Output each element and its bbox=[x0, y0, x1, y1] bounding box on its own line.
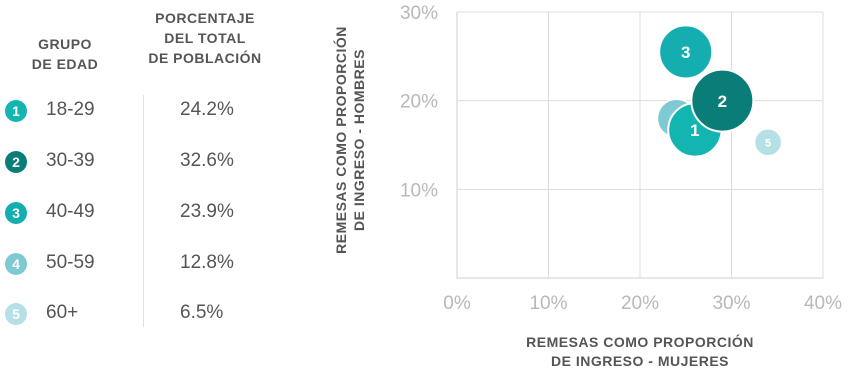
population-percent-header-line2: DEL TOTAL bbox=[164, 30, 246, 46]
group-number-badge: 1 bbox=[5, 100, 27, 122]
age-range: 18-29 bbox=[46, 99, 95, 120]
population-percent-header-line3: DE POBLACIÓN bbox=[148, 50, 262, 66]
bubble-group-5: 5 bbox=[753, 127, 783, 158]
chart-bubbles: 45312 bbox=[656, 24, 783, 158]
group-number-badge: 4 bbox=[5, 253, 27, 275]
population-percent: 24.2% bbox=[180, 99, 234, 120]
bubble-label-3: 3 bbox=[681, 43, 690, 62]
y-axis-label-line2: DE INGRESO - HOMBRES bbox=[351, 49, 367, 231]
bubble-2 bbox=[690, 68, 755, 133]
bubble-group-3: 3 bbox=[658, 24, 714, 80]
table-row: 5 60+ 6.5% bbox=[0, 299, 270, 329]
x-tick-label: 20% bbox=[621, 293, 659, 314]
y-tick-label: 10% bbox=[400, 180, 438, 201]
x-tick-label: 40% bbox=[804, 293, 842, 314]
y-axis-label-line1: REMESAS COMO PROPORCIÓN bbox=[332, 26, 349, 254]
y-tick-label: 30% bbox=[400, 3, 438, 24]
y-tick-label: 20% bbox=[400, 92, 438, 113]
age-group-header-line1: GRUPO bbox=[38, 36, 92, 52]
chart-grid bbox=[456, 11, 824, 279]
x-axis-label-line2: DE INGRESO - MUJERES bbox=[551, 353, 729, 369]
age-range: 60+ bbox=[46, 302, 79, 323]
table-row: 2 30-39 32.6% bbox=[0, 147, 270, 177]
age-group-header: GRUPO DE EDAD bbox=[20, 34, 110, 74]
table-row: 1 18-29 24.2% bbox=[0, 96, 270, 126]
table-divider bbox=[143, 95, 144, 327]
x-tick-label: 0% bbox=[443, 293, 471, 314]
bubble-3 bbox=[658, 24, 714, 80]
population-percent: 12.8% bbox=[180, 252, 234, 273]
table-row: 3 40-49 23.9% bbox=[0, 198, 270, 228]
x-axis-label-line1: REMESAS COMO PROPORCIÓN bbox=[526, 333, 754, 350]
x-tick-label: 30% bbox=[712, 293, 750, 314]
population-percent: 6.5% bbox=[180, 302, 224, 323]
age-range: 40-49 bbox=[46, 201, 95, 222]
group-number-badge: 3 bbox=[5, 202, 27, 224]
bubble-5 bbox=[753, 127, 783, 158]
bubble-label-5: 5 bbox=[765, 137, 771, 149]
population-percent: 23.9% bbox=[180, 201, 234, 222]
age-range: 50-59 bbox=[46, 252, 95, 273]
x-tick-label: 10% bbox=[529, 293, 567, 314]
population-percent-header-line1: PORCENTAJE bbox=[155, 10, 255, 26]
population-percent: 32.6% bbox=[180, 150, 234, 171]
age-group-header-line2: DE EDAD bbox=[31, 56, 99, 72]
table-row: 4 50-59 12.8% bbox=[0, 249, 270, 279]
population-percent-header: PORCENTAJE DEL TOTAL DE POBLACIÓN bbox=[125, 8, 285, 68]
group-number-badge: 2 bbox=[5, 151, 27, 173]
age-range: 30-39 bbox=[46, 150, 95, 171]
group-number-badge: 5 bbox=[5, 303, 27, 325]
chart-ticks: 0% 10% 20% 30% 40% 10% 20% 30% bbox=[400, 3, 842, 314]
bubble-group-2: 2 bbox=[690, 68, 755, 133]
bubble-label-1: 1 bbox=[690, 121, 699, 140]
bubble-label-2: 2 bbox=[718, 92, 727, 111]
